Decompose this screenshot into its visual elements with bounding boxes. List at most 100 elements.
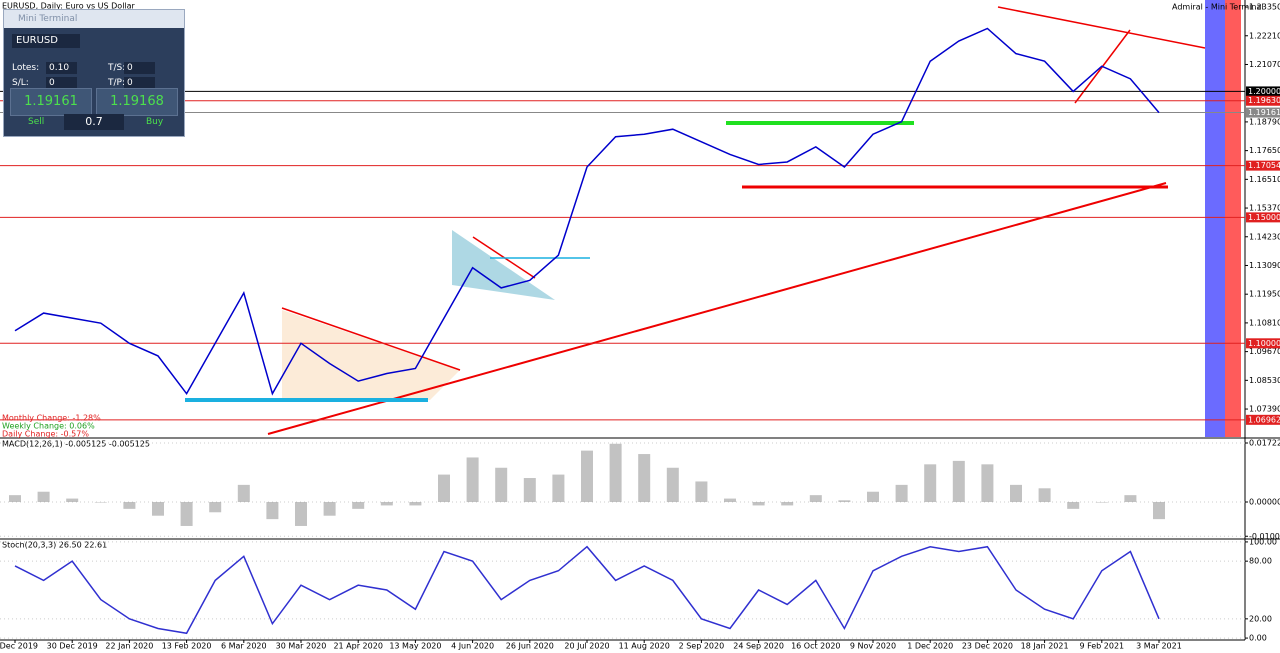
- x-tick-label: 6 Mar 2020: [221, 642, 267, 651]
- field-label: Lotes:: [12, 63, 40, 73]
- histogram-bar: [380, 501, 393, 506]
- histogram-bar: [466, 457, 479, 502]
- level-box: [1246, 212, 1280, 223]
- histogram-bar: [295, 501, 307, 526]
- indicator-title: MACD(12,26,1) -0.005125 -0.005125: [2, 440, 150, 449]
- annotation: Daily Change: -0.57%: [2, 430, 89, 439]
- ts-input[interactable]: 0: [124, 62, 155, 74]
- x-tick-label: 20 Jul 2020: [564, 642, 609, 651]
- buy-price[interactable]: 1.19168: [96, 88, 178, 116]
- histogram-bar: [495, 467, 508, 502]
- field-label: T/S:: [108, 63, 126, 73]
- spread: 0.7: [64, 114, 124, 130]
- sl-input[interactable]: 0: [46, 77, 77, 89]
- level-box: [1246, 338, 1280, 349]
- y-tick-label: 1.23350: [1249, 3, 1280, 12]
- sell-button[interactable]: Sell: [28, 117, 45, 127]
- y-tick-label: 20.00: [1249, 614, 1272, 623]
- histogram-bar: [438, 474, 450, 502]
- buy-button[interactable]: Buy: [146, 117, 164, 127]
- x-tick-label: 9 Feb 2021: [1079, 642, 1124, 651]
- y-tick-label: 1.11950: [1249, 290, 1280, 299]
- level-box: [1246, 107, 1280, 118]
- histogram-bar: [266, 501, 279, 520]
- series-line: [14, 545, 1160, 635]
- x-tick-label: 16 Oct 2020: [791, 642, 840, 651]
- y-tick-label: 1.09670: [1249, 347, 1280, 356]
- histogram-bar: [152, 501, 164, 516]
- histogram-bar: [781, 501, 794, 506]
- red-zone: [1225, 0, 1241, 437]
- terminal-title: Mini Terminal: [4, 10, 184, 28]
- histogram-bar: [609, 443, 622, 502]
- triangle-pattern: [282, 310, 460, 400]
- x-tick-label: 9 Nov 2020: [850, 642, 896, 651]
- y-tick-label: 0.00: [1249, 634, 1267, 643]
- histogram-bar: [752, 501, 765, 506]
- histogram-bar: [867, 491, 879, 502]
- x-tick-label: 1 Dec 2020: [907, 642, 953, 651]
- histogram-bar: [94, 501, 107, 503]
- level-box: [1246, 414, 1280, 425]
- histogram-bar: [37, 491, 50, 502]
- histogram-bar: [838, 500, 851, 502]
- x-tick-label: 5 Dec 2019: [0, 642, 38, 651]
- histogram-bar: [1124, 495, 1137, 502]
- x-tick-label: 23 Dec 2020: [962, 642, 1013, 651]
- trend-line: [997, 6, 1206, 49]
- symbol-select[interactable]: EURUSD: [12, 34, 80, 48]
- histogram-bar: [209, 501, 222, 513]
- y-tick-label: 1.22210: [1249, 31, 1280, 40]
- tp-input[interactable]: 0: [124, 77, 155, 89]
- histogram-bar: [180, 501, 193, 526]
- x-tick-label: 11 Aug 2020: [619, 642, 670, 651]
- x-tick-label: 2 Sep 2020: [679, 642, 725, 651]
- histogram-bar: [1038, 488, 1051, 502]
- histogram-bar: [1153, 501, 1165, 520]
- histogram-bar: [523, 478, 536, 502]
- y-tick-label: 1.21070: [1249, 60, 1280, 69]
- histogram-bar: [123, 501, 136, 509]
- level-box: [1246, 86, 1280, 97]
- level-label: 1.19630: [1248, 96, 1280, 105]
- y-tick-label: 1.07390: [1249, 405, 1280, 414]
- lots-input[interactable]: 0.10: [46, 62, 77, 74]
- level-box: [1246, 95, 1280, 106]
- x-tick-label: 21 Apr 2020: [333, 642, 382, 651]
- histogram-bar: [66, 498, 79, 502]
- y-tick-label: -0.010002: [1249, 532, 1280, 541]
- histogram-bar: [409, 501, 422, 506]
- histogram-bar: [981, 464, 994, 502]
- y-tick-label: 0.017225: [1249, 438, 1280, 447]
- y-tick-label: 80.00: [1249, 557, 1272, 566]
- histogram-bar: [924, 464, 937, 502]
- x-tick-label: 18 Jan 2021: [1021, 642, 1069, 651]
- histogram-bar: [638, 454, 651, 502]
- blue-zone: [1205, 0, 1225, 437]
- histogram-bar: [9, 495, 21, 502]
- histogram-bar: [352, 501, 365, 509]
- histogram-bar: [552, 474, 565, 502]
- y-tick-label: 1.15370: [1249, 204, 1280, 213]
- histogram-bar: [1095, 501, 1108, 503]
- level-label: 1.06962: [1248, 415, 1280, 424]
- histogram-bar: [666, 467, 679, 502]
- level-label: 1.19161: [1248, 108, 1280, 117]
- histogram-bar: [1010, 484, 1022, 502]
- chart-title: EURUSD, Daily: Euro vs US Dollar: [2, 2, 136, 11]
- level-box: [1246, 160, 1280, 171]
- sell-price[interactable]: 1.19161: [10, 88, 92, 116]
- field-label: T/P:: [108, 78, 125, 88]
- y-tick-label: 1.17650: [1249, 146, 1280, 155]
- mini-terminal: Mini Terminal EURUSD Lotes: 0.10 T/S: 0 …: [3, 9, 185, 137]
- x-tick-label: 30 Dec 2019: [47, 642, 98, 651]
- x-tick-label: 26 Jun 2020: [506, 642, 554, 651]
- level-label: 1.20000: [1248, 87, 1280, 96]
- histogram-bar: [724, 498, 736, 502]
- x-tick-label: 13 May 2020: [389, 642, 441, 651]
- histogram-bar: [809, 495, 822, 502]
- y-tick-label: 100.00: [1249, 537, 1277, 546]
- window-title: Admiral - Mini Terminal: [1172, 3, 1264, 12]
- x-tick-label: 24 Sep 2020: [733, 642, 784, 651]
- field-label: S/L:: [12, 78, 29, 88]
